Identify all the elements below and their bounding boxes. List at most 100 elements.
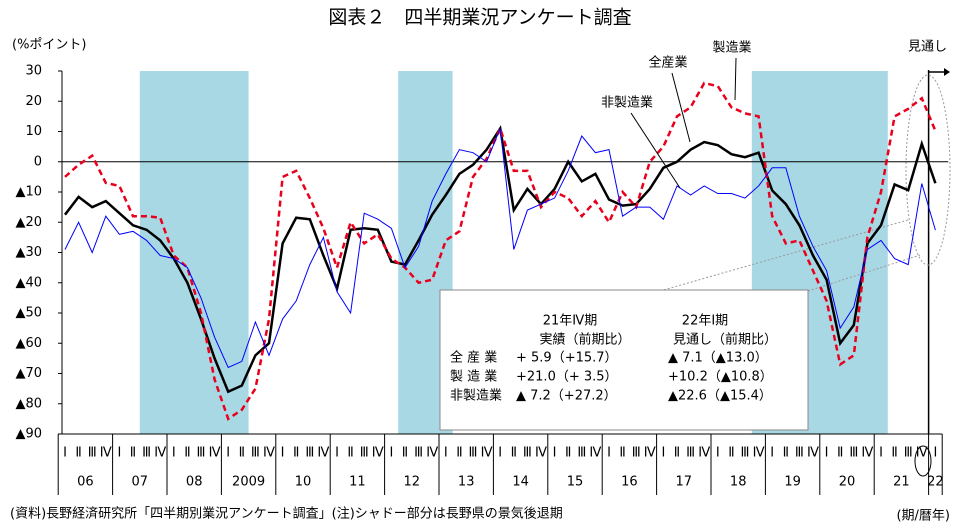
x-tick-label: Ⅱ xyxy=(783,446,789,461)
x-tick-label: Ⅲ xyxy=(632,446,641,461)
y-tick-label: 0 xyxy=(34,154,42,169)
x-tick-label: Ⅱ xyxy=(565,446,571,461)
x-tick-label: Ⅲ xyxy=(142,446,151,461)
y-tick-label: ▲10 xyxy=(15,185,42,200)
x-tick-label: Ⅱ xyxy=(891,446,897,461)
y-tick-label: ▲60 xyxy=(15,336,42,351)
x-tick-label: Ⅲ xyxy=(197,446,206,461)
x-tick-label: Ⅰ xyxy=(879,446,883,461)
chart-title: 図表２ 四半期業況アンケート調査 xyxy=(328,7,631,29)
y-tick-label: ▲30 xyxy=(15,245,42,260)
year-label: 17 xyxy=(676,475,693,490)
info-box xyxy=(439,289,809,431)
x-tick-label: Ⅳ xyxy=(317,446,329,461)
source-note: (資料)長野経済研究所「四半期別業況アンケート調査」(注)シャドー部分は長野県の… xyxy=(10,506,563,522)
x-tick-label: Ⅲ xyxy=(741,446,750,461)
year-label: 11 xyxy=(349,475,366,490)
x-tick-label: Ⅳ xyxy=(209,446,221,461)
x-tick-label: Ⅰ xyxy=(389,446,393,461)
x-tick-label: Ⅳ xyxy=(698,446,710,461)
x-tick-label: Ⅳ xyxy=(861,446,873,461)
year-label: 14 xyxy=(512,475,529,490)
year-label: 06 xyxy=(77,475,94,490)
x-tick-label: Ⅱ xyxy=(511,446,517,461)
x-tick-label: Ⅰ xyxy=(716,446,720,461)
table-cell: +21.0（+ 3.5） xyxy=(516,370,618,385)
year-label: 19 xyxy=(784,475,801,490)
x-tick-label: Ⅳ xyxy=(916,446,928,461)
x-tick-label: Ⅱ xyxy=(347,446,353,461)
year-label: 08 xyxy=(186,475,203,490)
x-tick-label: Ⅲ xyxy=(414,446,423,461)
x-tick-label: Ⅰ xyxy=(172,446,176,461)
series-line xyxy=(64,128,936,369)
x-tick-label: Ⅱ xyxy=(674,446,680,461)
series-pointer xyxy=(671,72,691,143)
x-tick-label: Ⅲ xyxy=(795,446,804,461)
x-tick-label: Ⅳ xyxy=(426,446,438,461)
series-label: 製造業 xyxy=(712,40,751,56)
x-tick-label: Ⅰ xyxy=(770,446,774,461)
series-label: 非製造業 xyxy=(601,95,653,111)
table-cell: ▲22.6（▲15.4） xyxy=(668,389,772,404)
series-line xyxy=(64,81,937,421)
x-tick-label: Ⅲ xyxy=(251,446,260,461)
x-tick-label: Ⅱ xyxy=(239,446,245,461)
recession-shade xyxy=(139,71,249,434)
x-tick-label: Ⅳ xyxy=(481,446,493,461)
quarter-highlight xyxy=(914,445,932,477)
x-tick-label: Ⅰ xyxy=(498,446,502,461)
year-label: 18 xyxy=(730,475,747,490)
year-label: 12 xyxy=(404,475,421,490)
x-tick-label: Ⅱ xyxy=(130,446,136,461)
y-unit-label: (%ポイント) xyxy=(12,38,87,53)
year-label: 07 xyxy=(132,475,149,490)
table-cell: 製 造 業 xyxy=(450,369,497,385)
table-cell: +10.2（▲10.8） xyxy=(668,370,773,385)
x-tick-label: Ⅳ xyxy=(807,446,819,461)
year-label: 15 xyxy=(567,475,584,490)
x-tick-label: Ⅰ xyxy=(607,446,611,461)
x-tick-label: Ⅳ xyxy=(372,446,384,461)
x-tick-label: Ⅲ xyxy=(849,446,858,461)
x-tick-label: Ⅱ xyxy=(619,446,625,461)
x-tick-label: Ⅱ xyxy=(293,446,299,461)
table-cell: 全 産 業 xyxy=(450,350,497,366)
x-tick-label: Ⅳ xyxy=(753,446,765,461)
x-tick-label: Ⅰ xyxy=(226,446,230,461)
series-label: 全産業 xyxy=(648,55,687,71)
x-tick-label: Ⅰ xyxy=(933,446,937,461)
x-tick-label: Ⅳ xyxy=(100,446,112,461)
x-tick-label: Ⅱ xyxy=(837,446,843,461)
x-tick-label: Ⅰ xyxy=(444,446,448,461)
x-tick-label: Ⅰ xyxy=(335,446,339,461)
table-cell: + 5.9（+15.7） xyxy=(516,351,618,366)
year-label: 16 xyxy=(621,475,638,490)
x-tick-label: Ⅱ xyxy=(402,446,408,461)
outlook-label: 見通し xyxy=(908,40,947,55)
table-cell: ▲ 7.1（▲13.0） xyxy=(668,351,768,366)
table-subheader: 見通し（前期比） xyxy=(673,332,777,348)
y-tick-label: 30 xyxy=(25,64,42,79)
y-tick-label: ▲20 xyxy=(15,215,42,230)
x-tick-label: Ⅰ xyxy=(661,446,665,461)
x-tick-label: Ⅲ xyxy=(577,446,586,461)
x-tick-label: Ⅲ xyxy=(686,446,695,461)
x-tick-label: Ⅱ xyxy=(728,446,734,461)
table-cell: ▲ 7.2（+27.2） xyxy=(516,389,617,404)
year-label: 2009 xyxy=(232,475,265,490)
x-tick-label: Ⅰ xyxy=(825,446,829,461)
x-tick-label: Ⅲ xyxy=(360,446,369,461)
y-tick-label: ▲90 xyxy=(15,427,42,442)
series-pointer xyxy=(630,112,681,189)
y-tick-label: ▲50 xyxy=(15,306,42,321)
x-tick-label: Ⅳ xyxy=(589,446,601,461)
x-tick-label: Ⅲ xyxy=(88,446,97,461)
x-tick-label: Ⅳ xyxy=(154,446,166,461)
table-subheader: 実績（前期比） xyxy=(539,332,630,348)
series-pointer xyxy=(734,57,737,101)
table-period: 22年Ⅰ期 xyxy=(682,314,728,329)
x-tick-label: Ⅲ xyxy=(904,446,913,461)
outlook-arrowhead xyxy=(944,68,950,76)
